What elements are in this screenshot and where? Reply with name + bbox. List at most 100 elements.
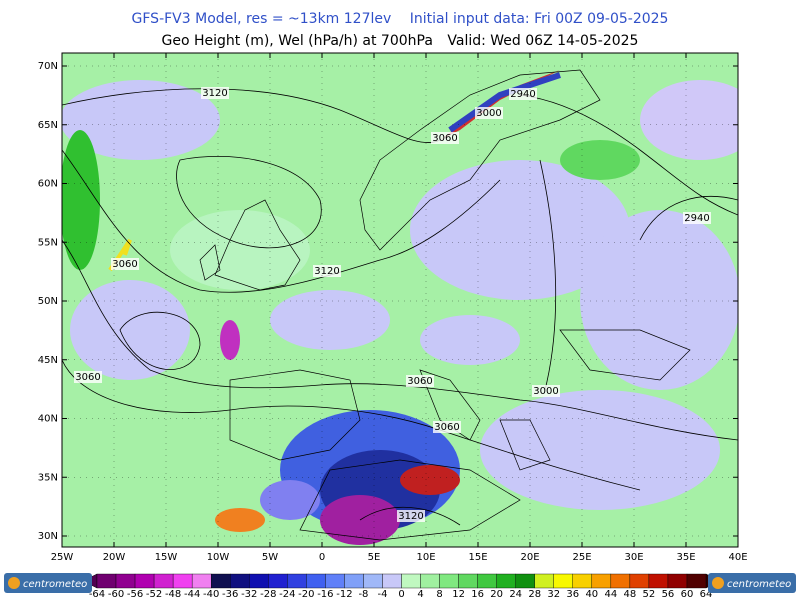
colorbar-box — [534, 573, 554, 589]
colorbar-box — [153, 573, 174, 589]
lon-label: 5W — [262, 552, 278, 563]
colorbar-label: -20 — [298, 589, 314, 600]
logo-icon — [712, 577, 724, 589]
colorbar-box — [344, 573, 364, 589]
contour-label-bg — [111, 258, 139, 270]
lat-label: 30N — [38, 531, 58, 542]
colorbar-label: -32 — [241, 589, 257, 600]
colorbar-box — [191, 573, 212, 589]
contour-label-bg — [201, 87, 229, 99]
colorbar-box — [287, 573, 307, 589]
colorbar-label: -40 — [203, 589, 219, 600]
init-info: Initial input data: Fri 00Z 09-05-2025 — [410, 11, 669, 27]
map-field — [62, 53, 738, 547]
lon-label: 40E — [728, 552, 747, 563]
contour-label: 3060 — [75, 372, 100, 383]
colorbar-box — [96, 573, 117, 589]
field-line: Geo Height (m), Wel (hPa/h) at 700hPa Va… — [162, 33, 639, 49]
colorbar-box — [306, 573, 326, 589]
colorbar-box — [553, 573, 573, 589]
colorbar-label: -64 — [89, 589, 105, 600]
contour-label-bg — [532, 385, 560, 397]
contour-label-bg — [475, 107, 503, 119]
colorbar-label: -52 — [146, 589, 162, 600]
colorbar-label: 16 — [471, 589, 484, 600]
logo-icon — [8, 577, 20, 589]
colorbar-label: 64 — [700, 589, 713, 600]
contour-label: 3000 — [476, 108, 501, 119]
colorbar-box — [496, 573, 516, 589]
contour-label-bg — [313, 265, 341, 277]
contour-label: 3120 — [398, 511, 423, 522]
lon-label: 10W — [207, 552, 230, 563]
lat-label: 70N — [38, 61, 58, 72]
logo-box — [4, 573, 92, 593]
contour-label-bg — [509, 88, 537, 100]
colorbar-box — [515, 573, 535, 589]
colorbar-box — [572, 573, 593, 589]
colorbar-box — [210, 573, 231, 589]
contour-label: 3120 — [202, 88, 227, 99]
lat-label: 60N — [38, 179, 58, 190]
contour-label: 2940 — [510, 89, 535, 100]
lon-label: 20E — [520, 552, 539, 563]
lon-label: 5E — [368, 552, 381, 563]
logo-text: centrometeo — [23, 579, 87, 590]
lon-label: 15W — [155, 552, 178, 563]
colorbar-box — [648, 573, 669, 589]
contour-label-bg — [406, 375, 434, 387]
colorbar-label: -24 — [279, 589, 295, 600]
lat-label: 40N — [38, 414, 58, 425]
lon-label: 10E — [416, 552, 435, 563]
lon-label: 30E — [624, 552, 643, 563]
colorbar-box — [115, 573, 136, 589]
contour-label: 3060 — [407, 376, 432, 387]
colorbar-box — [477, 573, 497, 589]
colorbar-box — [382, 573, 402, 589]
contour-label: 3060 — [112, 259, 137, 270]
lat-label: 35N — [38, 472, 58, 483]
valid-info: Valid: Wed 06Z 14-05-2025 — [447, 33, 638, 49]
contour-label: 3060 — [434, 422, 459, 433]
colorbar-box — [458, 573, 478, 589]
colorbar-box — [610, 573, 631, 589]
colorbar-label: -44 — [184, 589, 200, 600]
contour-label: 3060 — [432, 133, 457, 144]
lon-label: 25E — [572, 552, 591, 563]
lat-label: 50N — [38, 296, 58, 307]
colorbar-label: 52 — [643, 589, 656, 600]
colorbar-label: 56 — [662, 589, 675, 600]
colorbar-label: -48 — [165, 589, 181, 600]
colorbar-box — [172, 573, 193, 589]
colorbar-label: -16 — [317, 589, 333, 600]
contour-label-bg — [683, 212, 711, 224]
colorbar-label: -28 — [260, 589, 276, 600]
colorbar-label: 12 — [452, 589, 465, 600]
colorbar-label: 8 — [436, 589, 442, 600]
contour-label-bg — [433, 421, 461, 433]
contour-label: 3120 — [314, 266, 339, 277]
header-line: GFS-FV3 Model, res = ~13km 127lev Initia… — [132, 11, 669, 27]
colorbar-label: 44 — [604, 589, 617, 600]
colorbar-box — [325, 573, 345, 589]
contour-label: 3000 — [533, 386, 558, 397]
contour-label-bg — [74, 371, 102, 383]
colorbar-label: 36 — [566, 589, 579, 600]
colorbar-label: -36 — [222, 589, 238, 600]
contour-label: 2940 — [684, 213, 709, 224]
logo-box — [708, 573, 796, 593]
colorbar-box — [401, 573, 421, 589]
colorbar-label: 60 — [681, 589, 694, 600]
height-contours — [62, 88, 738, 526]
colorbar-box — [686, 573, 707, 589]
colorbar-label: -8 — [358, 589, 368, 600]
lon-label: 35E — [676, 552, 695, 563]
logo-text: centrometeo — [727, 579, 791, 590]
lon-label: 0 — [319, 552, 325, 563]
colorbar-box — [629, 573, 650, 589]
colorbar-label: -60 — [108, 589, 124, 600]
field-info: Geo Height (m), Wel (hPa/h) at 700hPa — [162, 33, 433, 49]
colorbar-box — [249, 573, 269, 589]
